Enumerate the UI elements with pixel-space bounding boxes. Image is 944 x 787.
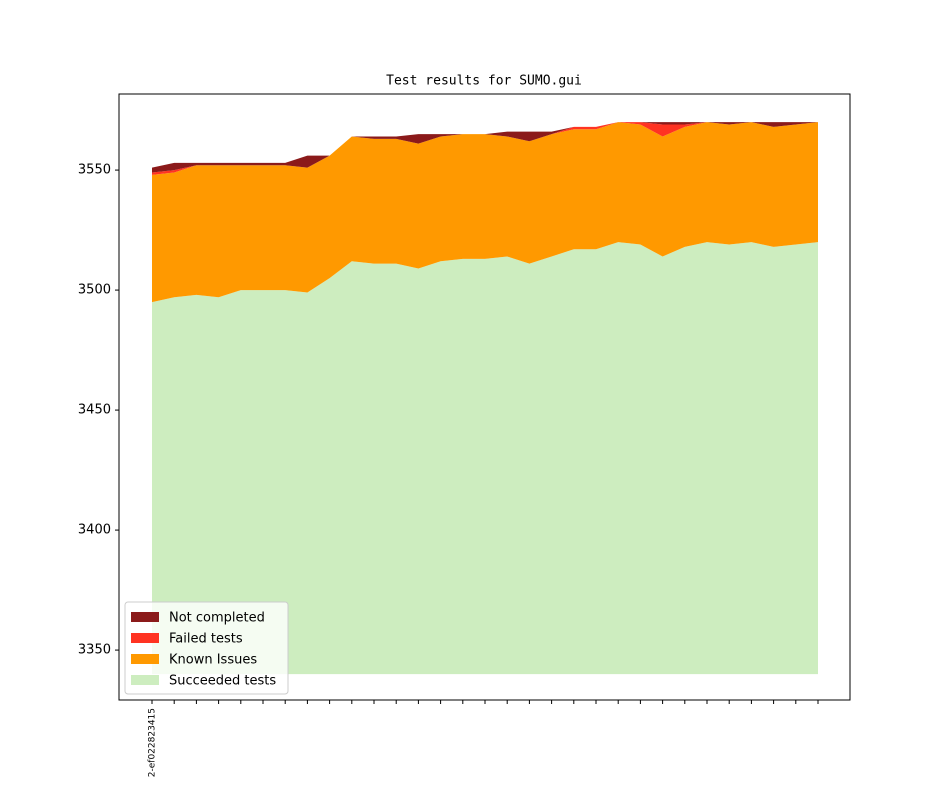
y-tick-label: 3350 (78, 643, 111, 658)
area (152, 122, 818, 303)
legend-box (124, 601, 289, 695)
legend-label: Known Issues (169, 653, 257, 668)
legend-swatch (131, 654, 159, 664)
chart-title: Test results for SUMO.gui (386, 74, 582, 89)
x-tick-label: 2-ef022823415 (148, 708, 158, 777)
y-tick-label: 3450 (78, 403, 111, 418)
legend-label: Failed tests (169, 632, 243, 647)
legend-label: Not completed (169, 611, 265, 626)
area (152, 122, 818, 173)
y-tick-label: 3500 (78, 283, 111, 298)
legend-label: Succeeded tests (169, 674, 276, 689)
area (152, 242, 818, 675)
y-tick-label: 3400 (78, 523, 111, 538)
legend-swatch (131, 633, 159, 643)
legend-swatch (131, 675, 159, 685)
y-tick-label: 3550 (78, 163, 111, 178)
legend: Not completed Failed tests Known Issues Suc… (124, 601, 289, 695)
legend-swatch (131, 612, 159, 622)
